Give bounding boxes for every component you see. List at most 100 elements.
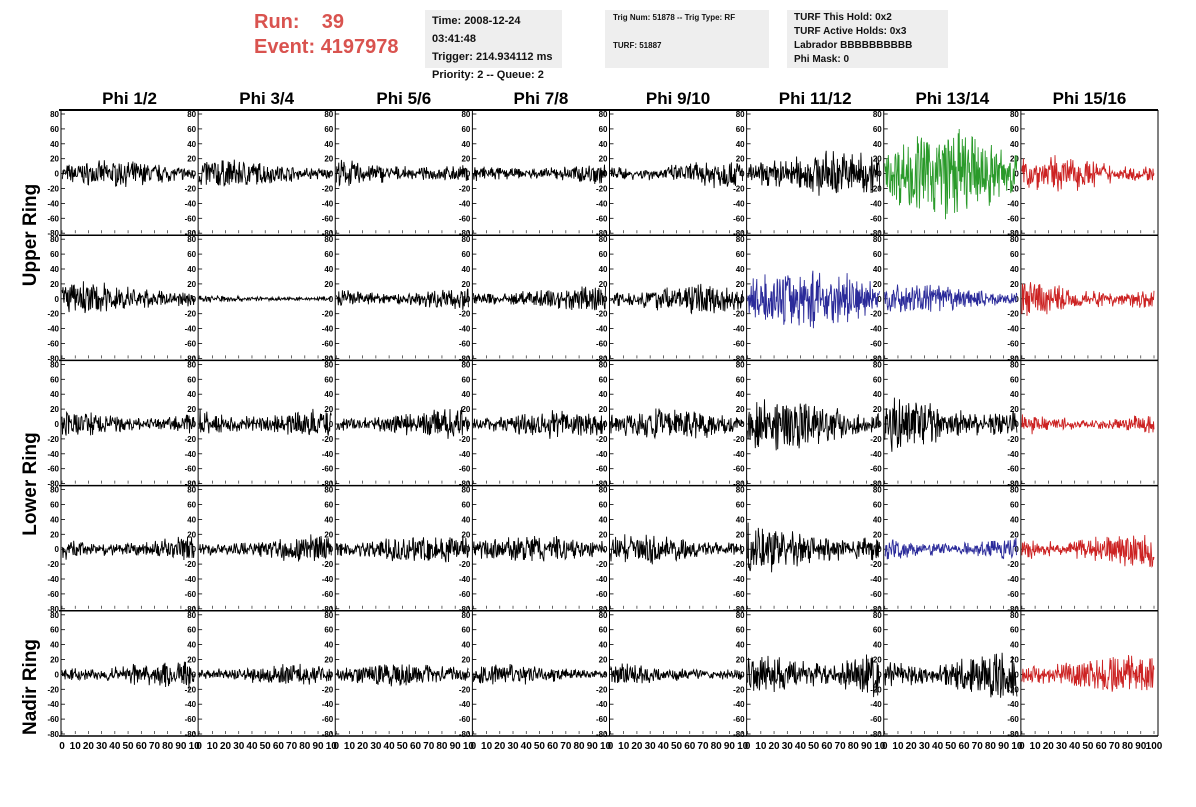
- y-tick-label: 60: [461, 250, 470, 259]
- priority-queue-text: Priority: 2 -- Queue: 2: [432, 69, 544, 81]
- x-tick-label: 20: [768, 741, 780, 752]
- y-tick-label: -40: [459, 199, 471, 208]
- y-tick-label: -40: [1007, 199, 1019, 208]
- x-tick-label: 70: [972, 741, 984, 752]
- y-tick-label: -60: [596, 214, 608, 223]
- y-tick-label: 20: [324, 280, 333, 289]
- y-tick-label: 0: [1014, 420, 1019, 429]
- y-tick-label: -80: [1007, 730, 1019, 739]
- y-tick-label: 80: [461, 235, 470, 244]
- y-tick-label: -40: [322, 450, 334, 459]
- y-tick-label: 80: [461, 611, 470, 620]
- x-tick-label: 50: [945, 741, 957, 752]
- y-tick-label: -60: [459, 715, 471, 724]
- y-tick-label: -20: [870, 185, 882, 194]
- y-tick-label: 40: [1010, 390, 1019, 399]
- y-tick-label: -40: [870, 325, 882, 334]
- y-tick-label: 20: [1010, 405, 1019, 414]
- y-tick-label: 0: [55, 420, 60, 429]
- y-tick-label: 60: [1010, 250, 1019, 259]
- y-tick-label: 20: [736, 280, 745, 289]
- y-tick-label: 40: [599, 140, 608, 149]
- y-tick-label: 20: [50, 280, 59, 289]
- y-tick-label: -80: [1007, 605, 1019, 614]
- x-tick-label: 20: [906, 741, 918, 752]
- y-tick-label: 80: [461, 110, 470, 119]
- y-tick-label: -60: [322, 715, 334, 724]
- y-tick-label: 60: [50, 250, 59, 259]
- y-tick-label: 80: [599, 486, 608, 495]
- x-tick-label: 60: [684, 741, 696, 752]
- y-tick-label: 20: [873, 656, 882, 665]
- y-tick-label: 40: [187, 515, 196, 524]
- y-tick-label: -60: [185, 590, 197, 599]
- y-tick-label: -60: [870, 590, 882, 599]
- y-tick-label: -60: [870, 340, 882, 349]
- waveform-trace: [61, 661, 195, 690]
- y-tick-label: -40: [596, 450, 608, 459]
- y-tick-label: 60: [736, 250, 745, 259]
- y-tick-label: -60: [322, 340, 334, 349]
- x-tick-label: 90: [724, 741, 736, 752]
- y-tick-label: -20: [733, 685, 745, 694]
- y-tick-label: 20: [599, 280, 608, 289]
- x-tick-label: 50: [534, 741, 546, 752]
- y-tick-label: -20: [459, 435, 471, 444]
- column-title: Phi 9/10: [646, 89, 710, 108]
- y-tick-label: -40: [459, 700, 471, 709]
- x-tick-label: 30: [96, 741, 108, 752]
- column-title: Phi 1/2: [102, 89, 157, 108]
- waveform-trace: [61, 281, 195, 314]
- x-tick-label: 70: [835, 741, 847, 752]
- turf-text: TURF: 51887: [613, 41, 662, 50]
- y-tick-label: 40: [324, 390, 333, 399]
- y-tick-label: -20: [733, 185, 745, 194]
- y-tick-label: -40: [596, 700, 608, 709]
- y-tick-label: -80: [322, 480, 334, 489]
- waveform-trace: [747, 654, 881, 698]
- y-tick-label: 60: [324, 250, 333, 259]
- x-tick-label: 20: [494, 741, 506, 752]
- y-tick-label: 80: [187, 611, 196, 620]
- y-tick-label: -40: [47, 700, 59, 709]
- y-tick-label: 60: [324, 626, 333, 635]
- y-tick-label: -80: [1007, 229, 1019, 238]
- waveform-trace: [198, 534, 332, 562]
- y-tick-label: 40: [187, 390, 196, 399]
- y-tick-label: 80: [1010, 235, 1019, 244]
- y-tick-label: 60: [599, 626, 608, 635]
- y-tick-label: -40: [322, 325, 334, 334]
- y-tick-label: -40: [870, 199, 882, 208]
- y-tick-label: -40: [322, 199, 334, 208]
- y-tick-label: -60: [185, 340, 197, 349]
- y-tick-label: -20: [870, 560, 882, 569]
- y-tick-label: -80: [185, 354, 197, 363]
- y-tick-label: -40: [733, 325, 745, 334]
- y-tick-label: -20: [733, 435, 745, 444]
- y-tick-label: -40: [733, 199, 745, 208]
- x-tick-label: 80: [1122, 741, 1134, 752]
- time-text: Time: 2008-12-24 03:41:48: [432, 15, 521, 45]
- y-tick-label: 80: [50, 611, 59, 620]
- y-tick-label: -60: [459, 590, 471, 599]
- x-tick-label: 80: [299, 741, 311, 752]
- y-tick-label: -40: [459, 450, 471, 459]
- y-tick-label: -20: [459, 185, 471, 194]
- y-tick-label: 20: [187, 530, 196, 539]
- y-tick-label: -20: [733, 310, 745, 319]
- y-tick-label: -80: [185, 605, 197, 614]
- y-tick-label: 80: [1010, 110, 1019, 119]
- x-tick-label: 60: [958, 741, 970, 752]
- y-tick-label: -60: [322, 465, 334, 474]
- y-tick-label: 20: [461, 405, 470, 414]
- x-tick-label: 40: [795, 741, 807, 752]
- x-tick-label: 10: [1011, 741, 1023, 752]
- y-tick-label: 20: [1010, 280, 1019, 289]
- y-tick-label: 80: [50, 235, 59, 244]
- y-tick-label: 60: [599, 250, 608, 259]
- y-tick-label: 40: [599, 265, 608, 274]
- y-tick-label: -60: [1007, 340, 1019, 349]
- y-tick-label: 40: [599, 390, 608, 399]
- row-label: Nadir Ring: [20, 638, 41, 736]
- y-tick-label: 40: [187, 265, 196, 274]
